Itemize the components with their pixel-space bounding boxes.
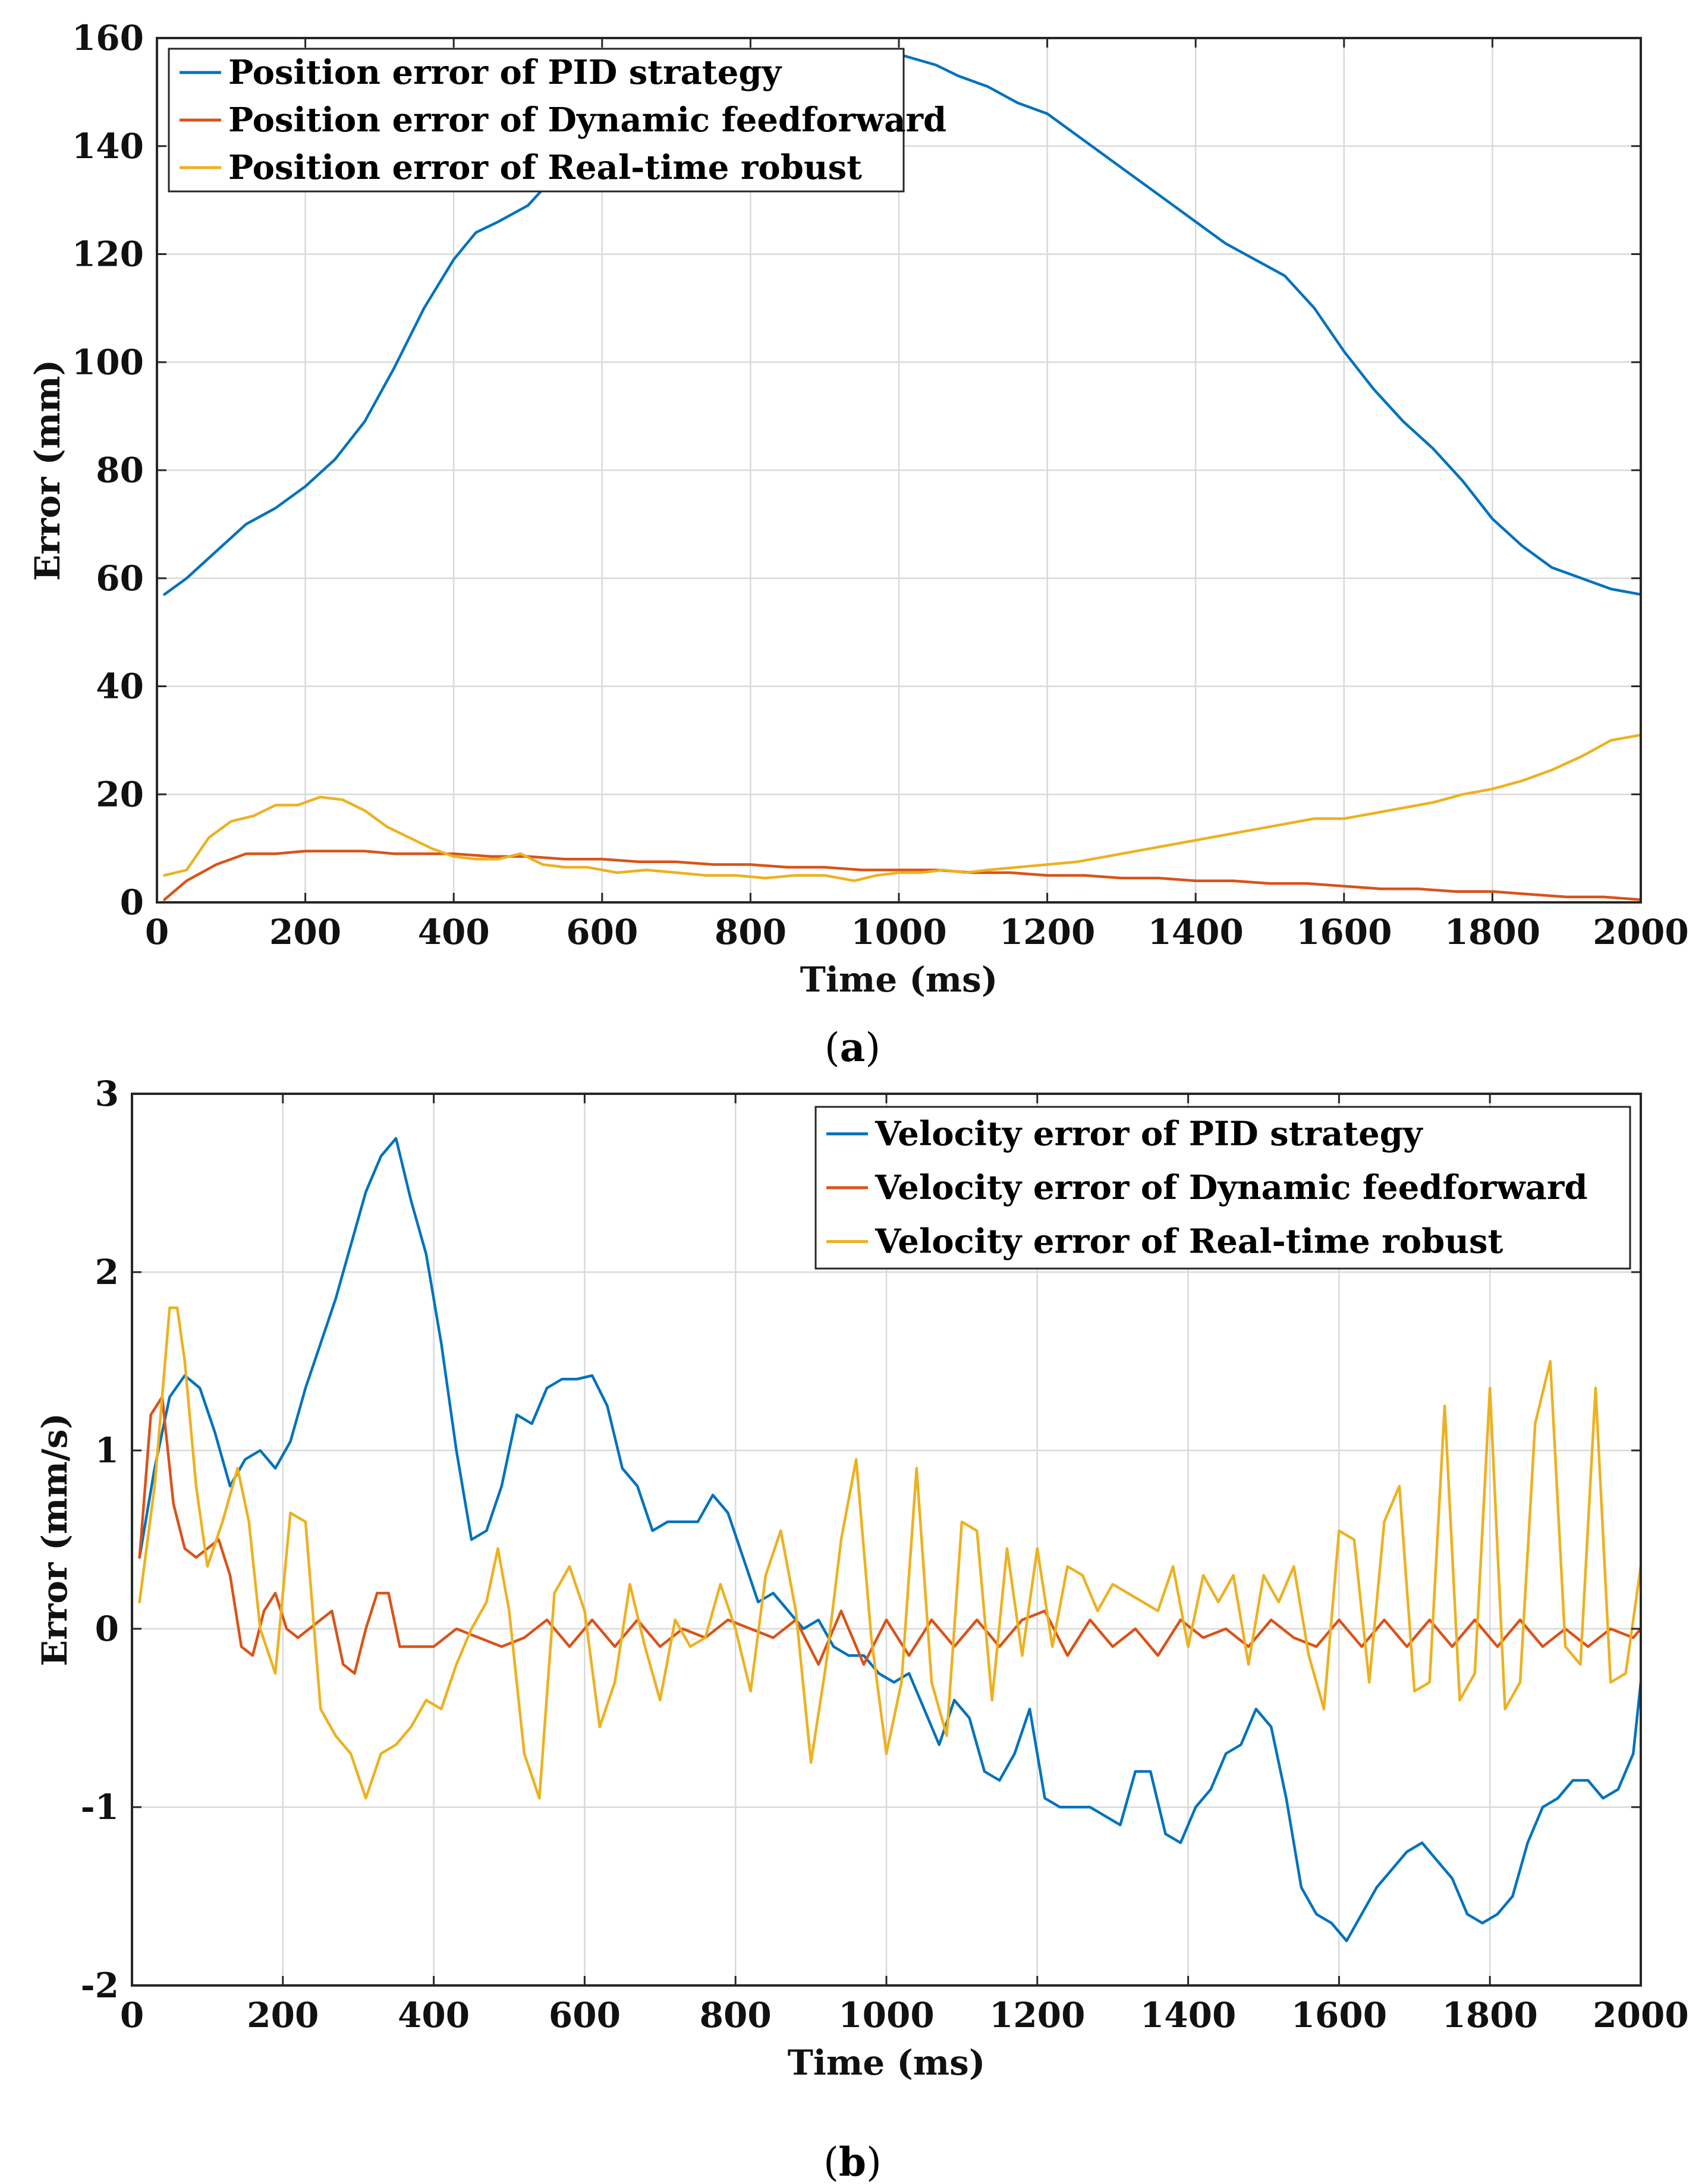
series-group [163, 53, 1641, 901]
x-tick-label: 1000 [838, 1995, 934, 2035]
y-tick-label: 40 [96, 666, 144, 707]
y-tick-label: 160 [72, 18, 144, 58]
x-tick-label: 2000 [1593, 1995, 1688, 2035]
x-tick-label: 400 [398, 1995, 470, 2035]
series-line-3 [163, 734, 1641, 882]
x-axis-label: Time (ms) [800, 959, 998, 1000]
y-tick-label: 60 [96, 558, 144, 599]
panel-a-caption: (a) [825, 1024, 880, 1071]
y-tick-label: 80 [96, 450, 144, 490]
x-tick-label: 600 [566, 912, 638, 952]
y-tick-label: 0 [120, 882, 144, 923]
y-tick-label: 100 [72, 342, 144, 382]
x-tick-label: 1200 [989, 1995, 1085, 2035]
y-tick-label: 1 [95, 1430, 119, 1471]
y-tick-label: 140 [72, 126, 144, 166]
panel-a-position-error-chart: 0 200 400 600 800 1000 1200 1400 1600 1800 2000 0 20… [27, 18, 1689, 1000]
y-axis-label: Error (mm) [27, 360, 68, 581]
y-tick-label: 120 [72, 234, 144, 275]
panel-b-velocity-error-chart: 0 200 400 600 800 1000 1200 1400 1600 1800 2000 -2 -… [34, 1074, 1689, 2083]
y-tick-label: -1 [81, 1787, 119, 1827]
y-axis-label: Error (mm/s) [34, 1413, 75, 1666]
legend-entry-1: Position error of PID strategy [228, 53, 782, 92]
panel-b-caption: (b) [823, 2139, 882, 2184]
x-tick-label: 800 [700, 1995, 772, 2035]
x-tick-label: 1400 [1147, 912, 1243, 952]
x-tick-label: 1800 [1445, 912, 1540, 952]
x-tick-label: 0 [145, 912, 169, 952]
x-tick-label: 0 [120, 1995, 144, 2035]
x-tick-label: 200 [247, 1995, 319, 2035]
panel-a-caption-label: a [840, 1024, 866, 1071]
series-line-2 [163, 849, 1641, 901]
x-tick-label: 1800 [1442, 1995, 1537, 2035]
series-line-1 [163, 53, 1641, 596]
x-tick-label: 1600 [1296, 912, 1392, 952]
x-tick-label: 1200 [999, 912, 1095, 952]
y-tick-label: 0 [95, 1609, 119, 1649]
x-tick-label: 200 [269, 912, 341, 952]
x-axis-label: Time (ms) [788, 2043, 986, 2083]
legend-entry-3: Velocity error of Real-time robust [874, 1222, 1503, 1261]
y-tick-label: 3 [95, 1074, 119, 1114]
y-tick-label: 20 [96, 774, 144, 814]
legend-box [814, 1106, 1631, 1270]
legend-entry-1: Velocity error of PID strategy [874, 1114, 1423, 1153]
x-tick-label: 600 [549, 1995, 621, 2035]
legend-entry-2: Velocity error of Dynamic feedforward [874, 1168, 1588, 1207]
series-line-3 [138, 1306, 1641, 1800]
legend-entry-3: Position error of Real-time robust [228, 148, 862, 187]
legend-entry-2: Position error of Dynamic feedforward [228, 100, 946, 140]
x-tick-label: 2000 [1593, 912, 1688, 952]
series-line-2 [138, 1395, 1641, 1675]
series-line-1 [138, 1137, 1641, 1943]
legend-box [168, 48, 905, 193]
y-tick-label: 2 [95, 1252, 119, 1292]
panel-b-caption-label: b [839, 2139, 866, 2184]
y-tick-label: -2 [81, 1965, 119, 2006]
x-tick-label: 1400 [1140, 1995, 1236, 2035]
x-tick-label: 800 [715, 912, 787, 952]
x-tick-label: 1000 [851, 912, 946, 952]
x-tick-label: 400 [418, 912, 490, 952]
x-tick-label: 1600 [1291, 1995, 1387, 2035]
series-group [138, 1137, 1641, 1943]
